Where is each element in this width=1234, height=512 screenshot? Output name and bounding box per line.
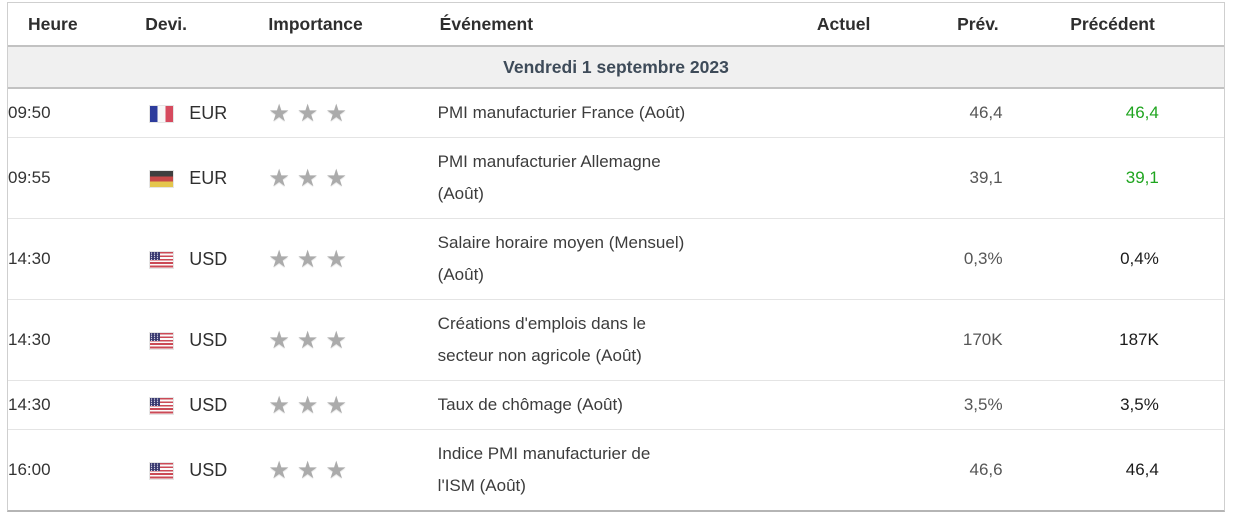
importance-cell: ★★★ bbox=[268, 299, 438, 381]
usa-flag-icon bbox=[150, 332, 174, 349]
column-header-actuel: Actuel bbox=[796, 3, 875, 47]
column-header-evenement: Événement bbox=[437, 3, 797, 47]
actual-value bbox=[796, 299, 875, 381]
currency-cell: USD bbox=[140, 218, 269, 300]
previous-value: 0,4% bbox=[1002, 218, 1159, 300]
germany-flag-icon bbox=[150, 170, 174, 187]
event-link[interactable]: PMI manufacturier France (Août) bbox=[437, 103, 686, 122]
event-link[interactable]: Indice PMI manufacturier de l'ISM (Août) bbox=[437, 444, 651, 495]
column-header-importance: Importance bbox=[268, 3, 438, 47]
previous-value: 39,1 bbox=[1002, 137, 1159, 219]
event-time: 09:50 bbox=[8, 88, 141, 138]
date-header-label: Vendredi 1 septembre 2023 bbox=[8, 45, 1224, 89]
importance-stars-icon: ★★★ bbox=[268, 455, 354, 484]
event-time: 09:55 bbox=[8, 137, 141, 219]
event-row[interactable]: 14:30 USD ★★★ Créations d'emplois dans l… bbox=[8, 299, 1224, 381]
row-spacer bbox=[1158, 88, 1224, 138]
forecast-value: 39,1 bbox=[874, 137, 1003, 219]
event-link[interactable]: Taux de chômage (Août) bbox=[437, 395, 623, 414]
event-link[interactable]: PMI manufacturier Allemagne (Août) bbox=[437, 152, 661, 203]
event-cell: Salaire horaire moyen (Mensuel) (Août) bbox=[437, 218, 797, 300]
event-cell: Indice PMI manufacturier de l'ISM (Août) bbox=[437, 429, 797, 510]
france-flag-icon bbox=[150, 105, 174, 122]
currency-code: USD bbox=[189, 329, 228, 350]
previous-value: 46,4 bbox=[1002, 88, 1159, 138]
importance-cell: ★★★ bbox=[268, 137, 438, 219]
currency-code: EUR bbox=[189, 102, 228, 123]
event-row[interactable]: 09:55 EUR ★★★ PMI manufacturier Allemagn… bbox=[8, 137, 1224, 219]
date-header-row: Vendredi 1 septembre 2023 bbox=[8, 45, 1224, 89]
event-rows: 09:50 EUR ★★★ PMI manufacturier France (… bbox=[8, 88, 1224, 510]
column-header-devise: Devi. bbox=[140, 3, 269, 47]
event-row[interactable]: 14:30 USD ★★★ Taux de chômage (Août) 3,5… bbox=[8, 380, 1224, 430]
event-row[interactable]: 14:30 USD ★★★ Salaire horaire moyen (Men… bbox=[8, 218, 1224, 300]
event-link[interactable]: Salaire horaire moyen (Mensuel) (Août) bbox=[437, 233, 685, 284]
event-time: 16:00 bbox=[8, 429, 141, 510]
currency-code: USD bbox=[189, 248, 228, 269]
currency-code: USD bbox=[189, 459, 228, 480]
importance-stars-icon: ★★★ bbox=[268, 390, 354, 419]
actual-value bbox=[796, 218, 875, 300]
currency-code: EUR bbox=[189, 167, 228, 188]
currency-cell: USD bbox=[140, 429, 269, 510]
economic-calendar: Heure Devi. Importance Événement Actuel … bbox=[7, 2, 1225, 512]
row-spacer bbox=[1158, 218, 1224, 300]
row-spacer bbox=[1158, 299, 1224, 381]
currency-cell: EUR bbox=[140, 137, 269, 219]
importance-cell: ★★★ bbox=[268, 429, 438, 510]
forecast-value: 0,3% bbox=[874, 218, 1003, 300]
importance-cell: ★★★ bbox=[268, 380, 438, 430]
column-header-heure: Heure bbox=[8, 3, 141, 47]
importance-stars-icon: ★★★ bbox=[268, 244, 354, 273]
currency-code: USD bbox=[189, 394, 228, 415]
event-cell: Taux de chômage (Août) bbox=[437, 380, 797, 430]
actual-value bbox=[796, 137, 875, 219]
event-row[interactable]: 16:00 USD ★★★ Indice PMI manufacturier d… bbox=[8, 429, 1224, 510]
forecast-value: 46,4 bbox=[874, 88, 1003, 138]
usa-flag-icon bbox=[150, 462, 174, 479]
event-cell: PMI manufacturier Allemagne (Août) bbox=[437, 137, 797, 219]
actual-value bbox=[796, 88, 875, 138]
currency-cell: EUR bbox=[140, 88, 269, 138]
event-time: 14:30 bbox=[8, 218, 141, 300]
event-cell: PMI manufacturier France (Août) bbox=[437, 88, 797, 138]
previous-value: 3,5% bbox=[1002, 380, 1159, 430]
row-spacer bbox=[1158, 380, 1224, 430]
previous-value: 187K bbox=[1002, 299, 1159, 381]
importance-cell: ★★★ bbox=[268, 88, 438, 138]
usa-flag-icon bbox=[150, 251, 174, 268]
actual-value bbox=[796, 429, 875, 510]
currency-cell: USD bbox=[140, 299, 269, 381]
importance-stars-icon: ★★★ bbox=[268, 98, 354, 127]
previous-value: 46,4 bbox=[1002, 429, 1159, 510]
column-header-precedent: Précédent bbox=[1002, 3, 1159, 47]
actual-value bbox=[796, 380, 875, 430]
forecast-value: 46,6 bbox=[874, 429, 1003, 510]
usa-flag-icon bbox=[150, 397, 174, 414]
event-cell: Créations d'emplois dans le secteur non a… bbox=[437, 299, 797, 381]
event-link[interactable]: Créations d'emplois dans le secteur non a… bbox=[437, 314, 646, 365]
importance-stars-icon: ★★★ bbox=[268, 163, 354, 192]
row-spacer bbox=[1158, 429, 1224, 510]
event-time: 14:30 bbox=[8, 380, 141, 430]
row-spacer bbox=[1158, 137, 1224, 219]
event-row[interactable]: 09:50 EUR ★★★ PMI manufacturier France (… bbox=[8, 88, 1224, 138]
forecast-value: 3,5% bbox=[874, 380, 1003, 430]
table-header: Heure Devi. Importance Événement Actuel … bbox=[8, 3, 1224, 47]
importance-cell: ★★★ bbox=[268, 218, 438, 300]
forecast-value: 170K bbox=[874, 299, 1003, 381]
importance-stars-icon: ★★★ bbox=[268, 325, 354, 354]
event-time: 14:30 bbox=[8, 299, 141, 381]
currency-cell: USD bbox=[140, 380, 269, 430]
economic-calendar-table: Heure Devi. Importance Événement Actuel … bbox=[8, 3, 1224, 510]
column-header-prevision: Prév. bbox=[874, 3, 1003, 47]
column-header-spacer bbox=[1158, 3, 1224, 47]
